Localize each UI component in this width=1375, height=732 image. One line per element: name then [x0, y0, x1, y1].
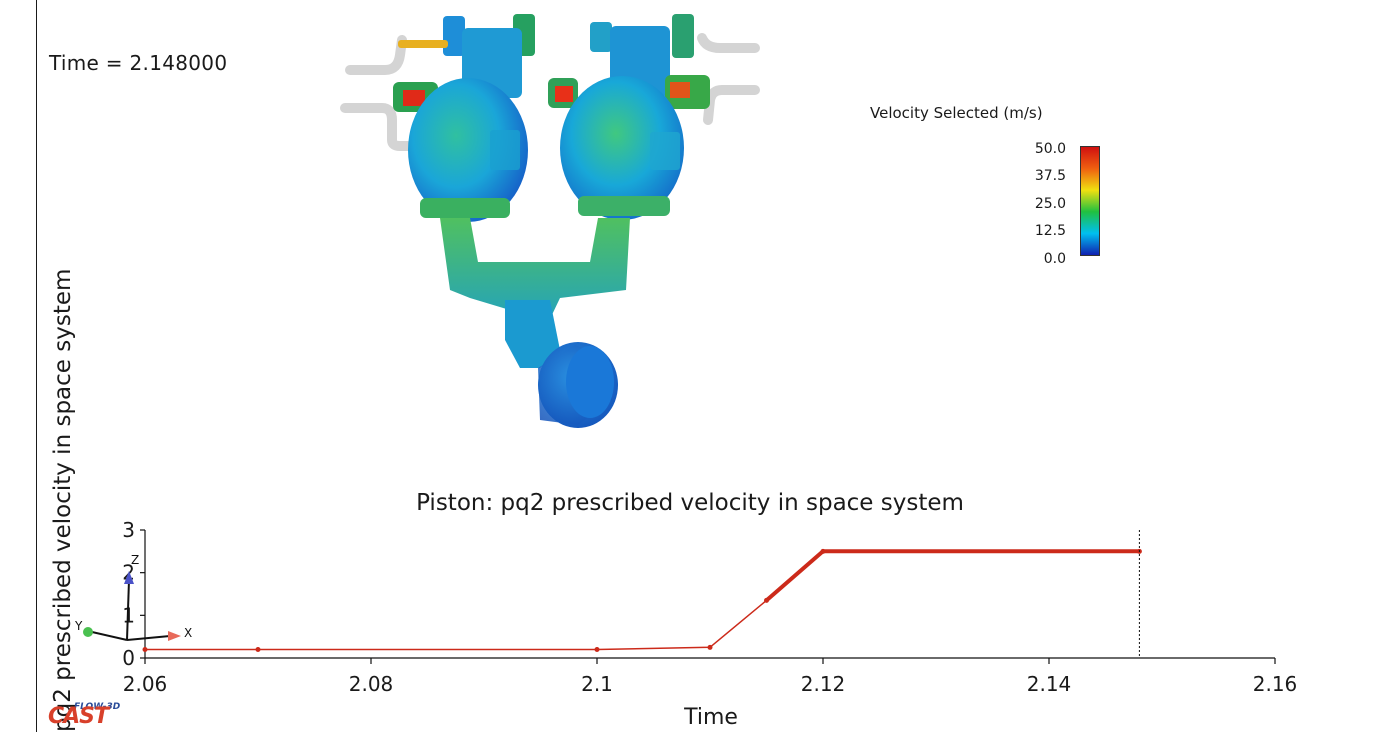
- legend-tick-label: 12.5: [1034, 223, 1066, 239]
- x-tick-label: 2.16: [1253, 672, 1298, 696]
- x-tick-label: 2.1: [581, 672, 613, 696]
- velocity-data-point: [594, 646, 600, 652]
- velocity-data-point: [820, 548, 826, 554]
- legend-title: Velocity Selected (m/s): [870, 104, 1043, 122]
- x-axis-arrow-icon: [168, 631, 181, 641]
- legend-colorbar: [1080, 146, 1100, 256]
- legend-tick-label: 25.0: [1034, 196, 1066, 212]
- x-tick-label: 2.14: [1027, 672, 1072, 696]
- flow3d-cast-logo: FLOW-3D CAST: [46, 700, 120, 732]
- x-tick-label: 2.12: [801, 672, 846, 696]
- x-tick-label: 2.08: [349, 672, 394, 696]
- legend-tick-label: 50.0: [1034, 141, 1066, 157]
- triad-x-label: X: [184, 626, 192, 640]
- left-border-line: [36, 0, 37, 732]
- velocity-data-point: [255, 646, 261, 652]
- chart-title: Piston: pq2 prescribed velocity in space…: [416, 490, 964, 516]
- x-tick-label: 2.06: [123, 672, 168, 696]
- time-readout: Time = 2.148000: [49, 51, 228, 75]
- triad-y-label: Y: [74, 619, 83, 633]
- axes-triad: X Z Y: [74, 553, 192, 641]
- z-axis-arrow-icon: [124, 571, 134, 584]
- legend-tick-label: 0.0: [1043, 251, 1066, 267]
- velocity-series-line: [145, 550, 1140, 651]
- logo-small-text: FLOW-3D: [74, 702, 121, 712]
- velocity-data-point: [764, 597, 769, 603]
- chart-y-axis-label: pq2 prescribed velocity in space system: [50, 269, 76, 732]
- velocity-data-point: [142, 646, 148, 652]
- y-tick-label: 0: [122, 646, 135, 670]
- triad-z-label: Z: [131, 553, 139, 567]
- chart-x-axis-label: Time: [683, 705, 738, 730]
- velocity-legend: Velocity Selected (m/s) 50.0 37.5 25.0 1…: [860, 104, 1100, 274]
- y-tick-label: 3: [122, 518, 135, 542]
- velocity-data-point: [707, 644, 713, 650]
- velocity-series-traced-segment: [765, 549, 1140, 602]
- y-axis-marker-icon: [83, 627, 93, 637]
- overflow-pipes: [340, 33, 760, 151]
- legend-tick-label: 37.5: [1034, 168, 1066, 184]
- logo-main-text: CAST: [48, 704, 109, 729]
